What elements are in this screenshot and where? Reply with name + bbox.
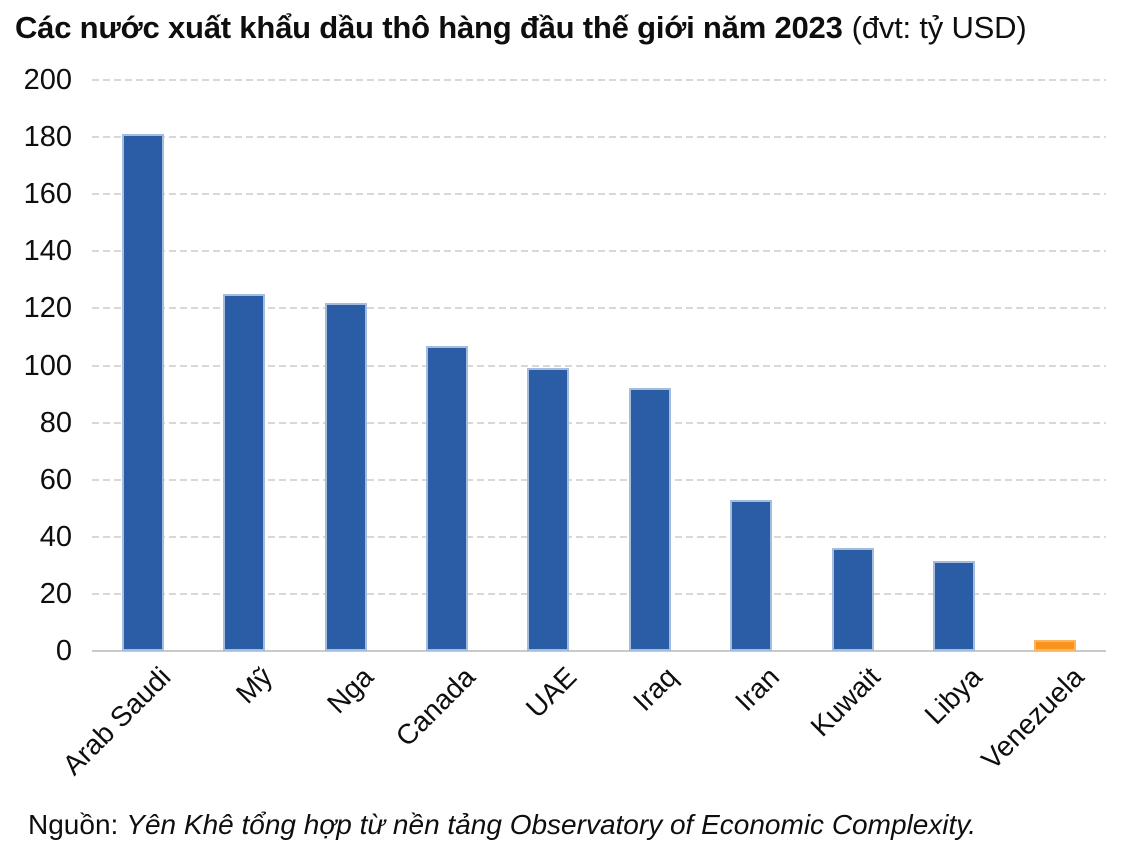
source-prefix: Nguồn:	[28, 809, 119, 840]
gridline-y20	[92, 592, 1106, 595]
gridline-y40	[92, 535, 1106, 538]
y-tick-label-80: 80	[39, 406, 72, 439]
y-tick-label-160: 160	[23, 178, 72, 211]
gridline-y200	[92, 79, 1106, 81]
bar-kuwait	[831, 548, 874, 651]
x-tick-label-mỹ: Mỹ	[229, 661, 279, 710]
y-tick-label-20: 20	[39, 577, 72, 610]
x-tick-label-nga: Nga	[321, 661, 380, 720]
x-tick-label-iran: Iran	[728, 661, 786, 718]
y-tick-label-180: 180	[23, 121, 72, 154]
y-tick-label-120: 120	[23, 292, 72, 325]
source-note: Nguồn: Yên Khê tổng hợp từ nền tảng Obser…	[28, 809, 976, 841]
x-tick-label-canada: Canada	[389, 661, 481, 753]
bar-uae	[527, 368, 570, 651]
x-tick-label-arab-saudi: Arab Saudi	[56, 661, 177, 781]
bar-libya	[932, 561, 975, 651]
x-axis-line	[92, 650, 1106, 652]
y-tick-label-140: 140	[23, 235, 72, 268]
gridline-y80	[92, 421, 1106, 424]
gridline-y120	[92, 307, 1106, 310]
gridline-y100	[92, 364, 1106, 367]
x-tick-label-kuwait: Kuwait	[805, 661, 887, 743]
gridline-y160	[92, 193, 1106, 196]
bar-nga	[324, 302, 367, 651]
y-tick-label-60: 60	[39, 463, 72, 496]
x-tick-label-uae: UAE	[519, 661, 583, 724]
gridline-y140	[92, 250, 1106, 253]
gridline-y60	[92, 478, 1106, 481]
bar-venezuela	[1034, 639, 1077, 651]
bar-iran	[730, 499, 773, 651]
y-tick-label-0: 0	[55, 635, 72, 667]
y-tick-label-200: 200	[23, 64, 72, 96]
source-text: Yên Khê tổng hợp từ nền tảng Observatory…	[126, 809, 977, 840]
bar-mỹ	[223, 294, 266, 651]
bar-iraq	[628, 388, 671, 651]
y-tick-label-40: 40	[39, 520, 72, 553]
chart-title-unit: (đvt: tỷ USD)	[851, 10, 1027, 45]
y-tick-label-100: 100	[23, 349, 72, 382]
chart-title: Các nước xuất khẩu dầu thô hàng đầu thế …	[15, 10, 1027, 46]
x-tick-label-iraq: Iraq	[627, 661, 684, 718]
gridline-y180	[92, 136, 1106, 139]
x-tick-label-venezuela: Venezuela	[974, 661, 1090, 776]
x-tick-label-libya: Libya	[918, 661, 988, 731]
chart-title-main: Các nước xuất khẩu dầu thô hàng đầu thế …	[15, 10, 843, 45]
bar-arab-saudi	[121, 134, 164, 651]
bar-canada	[425, 345, 468, 651]
